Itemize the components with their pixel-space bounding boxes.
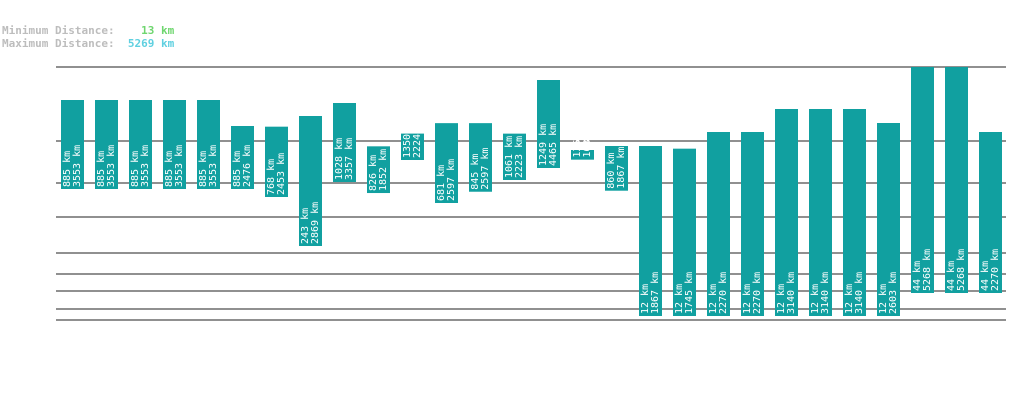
bar-low-label: 12 km	[640, 284, 651, 314]
bar	[163, 100, 186, 189]
bar	[911, 67, 934, 293]
bar	[503, 133, 526, 180]
bar	[571, 150, 594, 160]
bar-low-label: 12 km	[674, 284, 685, 314]
bar-high-label: 3357 km	[344, 138, 355, 180]
bar-high-label: 2270 km	[718, 272, 729, 314]
bar-low-label: 12 km	[878, 284, 889, 314]
bar-high-label: 3140 km	[820, 272, 831, 314]
bar	[605, 146, 628, 191]
bar-low-label: 681 km	[436, 165, 447, 201]
bar-high-label: 1745 km	[684, 272, 695, 314]
bar	[299, 116, 322, 246]
max-distance-row: Maximum Distance: 5269 km	[2, 37, 174, 50]
min-distance-row: Minimum Distance: 13 km	[2, 24, 174, 37]
max-distance-value: 5269 km	[127, 37, 175, 50]
bar-high-label: 3553 km	[208, 145, 219, 187]
max-distance-label: Maximum Distance:	[2, 37, 115, 50]
bar	[367, 146, 390, 194]
bar-high-label: 3553 km	[174, 145, 185, 187]
bar	[401, 133, 424, 160]
bar	[333, 103, 356, 182]
bar-high-label: 1867 km	[616, 147, 627, 189]
distance-header: Minimum Distance: 13 km Maximum Distance…	[2, 24, 174, 50]
bar	[231, 126, 254, 189]
bar	[979, 132, 1002, 293]
bar	[435, 123, 458, 203]
bar	[197, 100, 220, 189]
bar-high-label: 5268 km	[956, 249, 967, 291]
bar	[673, 148, 696, 316]
bar-high-label: 168	[582, 140, 593, 158]
bar	[843, 109, 866, 316]
bar-low-label: 243 km	[300, 208, 311, 244]
bar-low-label: 885 km	[62, 151, 73, 187]
bar-high-label: 2453 km	[276, 153, 287, 195]
bar-low-label: 1249 km	[538, 124, 549, 166]
bar-low-label: 1350	[402, 134, 413, 158]
bar-low-label: 12 km	[810, 284, 821, 314]
bar-high-label: 1867 km	[650, 272, 661, 314]
bar-low-label: 44 km	[912, 261, 923, 291]
bar	[537, 80, 560, 168]
bar	[265, 126, 288, 197]
bar	[775, 109, 798, 316]
bar-high-label: 2224	[412, 134, 423, 158]
bar-high-label: 2476 km	[242, 145, 253, 187]
bar	[945, 67, 968, 293]
min-distance-value: 13 km	[141, 24, 175, 37]
bar-high-label: 2270 km	[752, 272, 763, 314]
bar-low-label: 768 km	[266, 159, 277, 195]
bar-high-label: 3553 km	[140, 145, 151, 187]
bar	[129, 100, 152, 189]
bar-high-label: 2597 km	[446, 159, 457, 201]
bar-low-label: 826 km	[368, 155, 379, 191]
bar-low-label: 1361	[572, 134, 583, 158]
bar	[95, 100, 118, 189]
bar-high-label: 2270 km	[990, 249, 1001, 291]
bar-low-label: 12 km	[708, 284, 719, 314]
bar	[707, 132, 730, 316]
bar-low-label: 12 km	[844, 284, 855, 314]
bar	[639, 146, 662, 316]
bar	[741, 132, 764, 316]
bar-low-label: 12 km	[776, 284, 787, 314]
bar-high-label: 3140 km	[786, 272, 797, 314]
bar-high-label: 2223 km	[514, 136, 525, 178]
bar-high-label: 2603 km	[888, 272, 899, 314]
bar-low-label: 44 km	[980, 261, 991, 291]
bar-low-label: 885 km	[232, 151, 243, 187]
bar-low-label: 1061 km	[504, 136, 515, 178]
bar-high-label: 2597 km	[480, 148, 491, 190]
min-distance-label: Minimum Distance:	[2, 24, 115, 37]
bar-low-label: 1028 km	[334, 138, 345, 180]
bar-high-label: 5268 km	[922, 249, 933, 291]
bar-low-label: 885 km	[96, 151, 107, 187]
bar-low-label: 885 km	[198, 151, 209, 187]
bar-low-label: 12 km	[742, 284, 753, 314]
bar	[877, 123, 900, 316]
bar-high-label: 3553 km	[72, 145, 83, 187]
bar-high-label: 4465 km	[548, 124, 559, 166]
bar-low-label: 44 km	[946, 261, 957, 291]
bar-low-label: 860 km	[606, 153, 617, 189]
bar	[469, 123, 492, 192]
bar	[809, 109, 832, 316]
bar-high-label: 2869 km	[310, 202, 321, 244]
bar-low-label: 845 km	[470, 154, 481, 190]
bar-high-label: 1852 km	[378, 149, 389, 191]
bar-low-label: 885 km	[164, 151, 175, 187]
bar	[61, 100, 84, 189]
bar-high-label: 3553 km	[106, 145, 117, 187]
bar-low-label: 885 km	[130, 151, 141, 187]
bar-high-label: 3140 km	[854, 272, 865, 314]
